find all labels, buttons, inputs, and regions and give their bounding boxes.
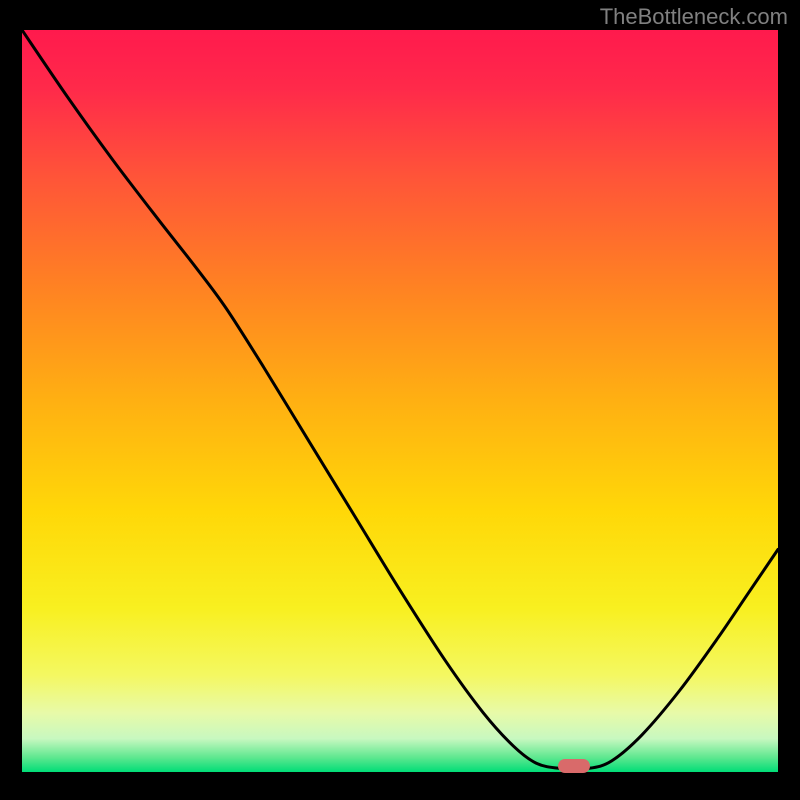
optimal-point-marker <box>558 759 590 773</box>
watermark-text: TheBottleneck.com <box>600 4 788 30</box>
chart-plot-area <box>22 30 778 772</box>
gradient-background <box>22 30 778 772</box>
